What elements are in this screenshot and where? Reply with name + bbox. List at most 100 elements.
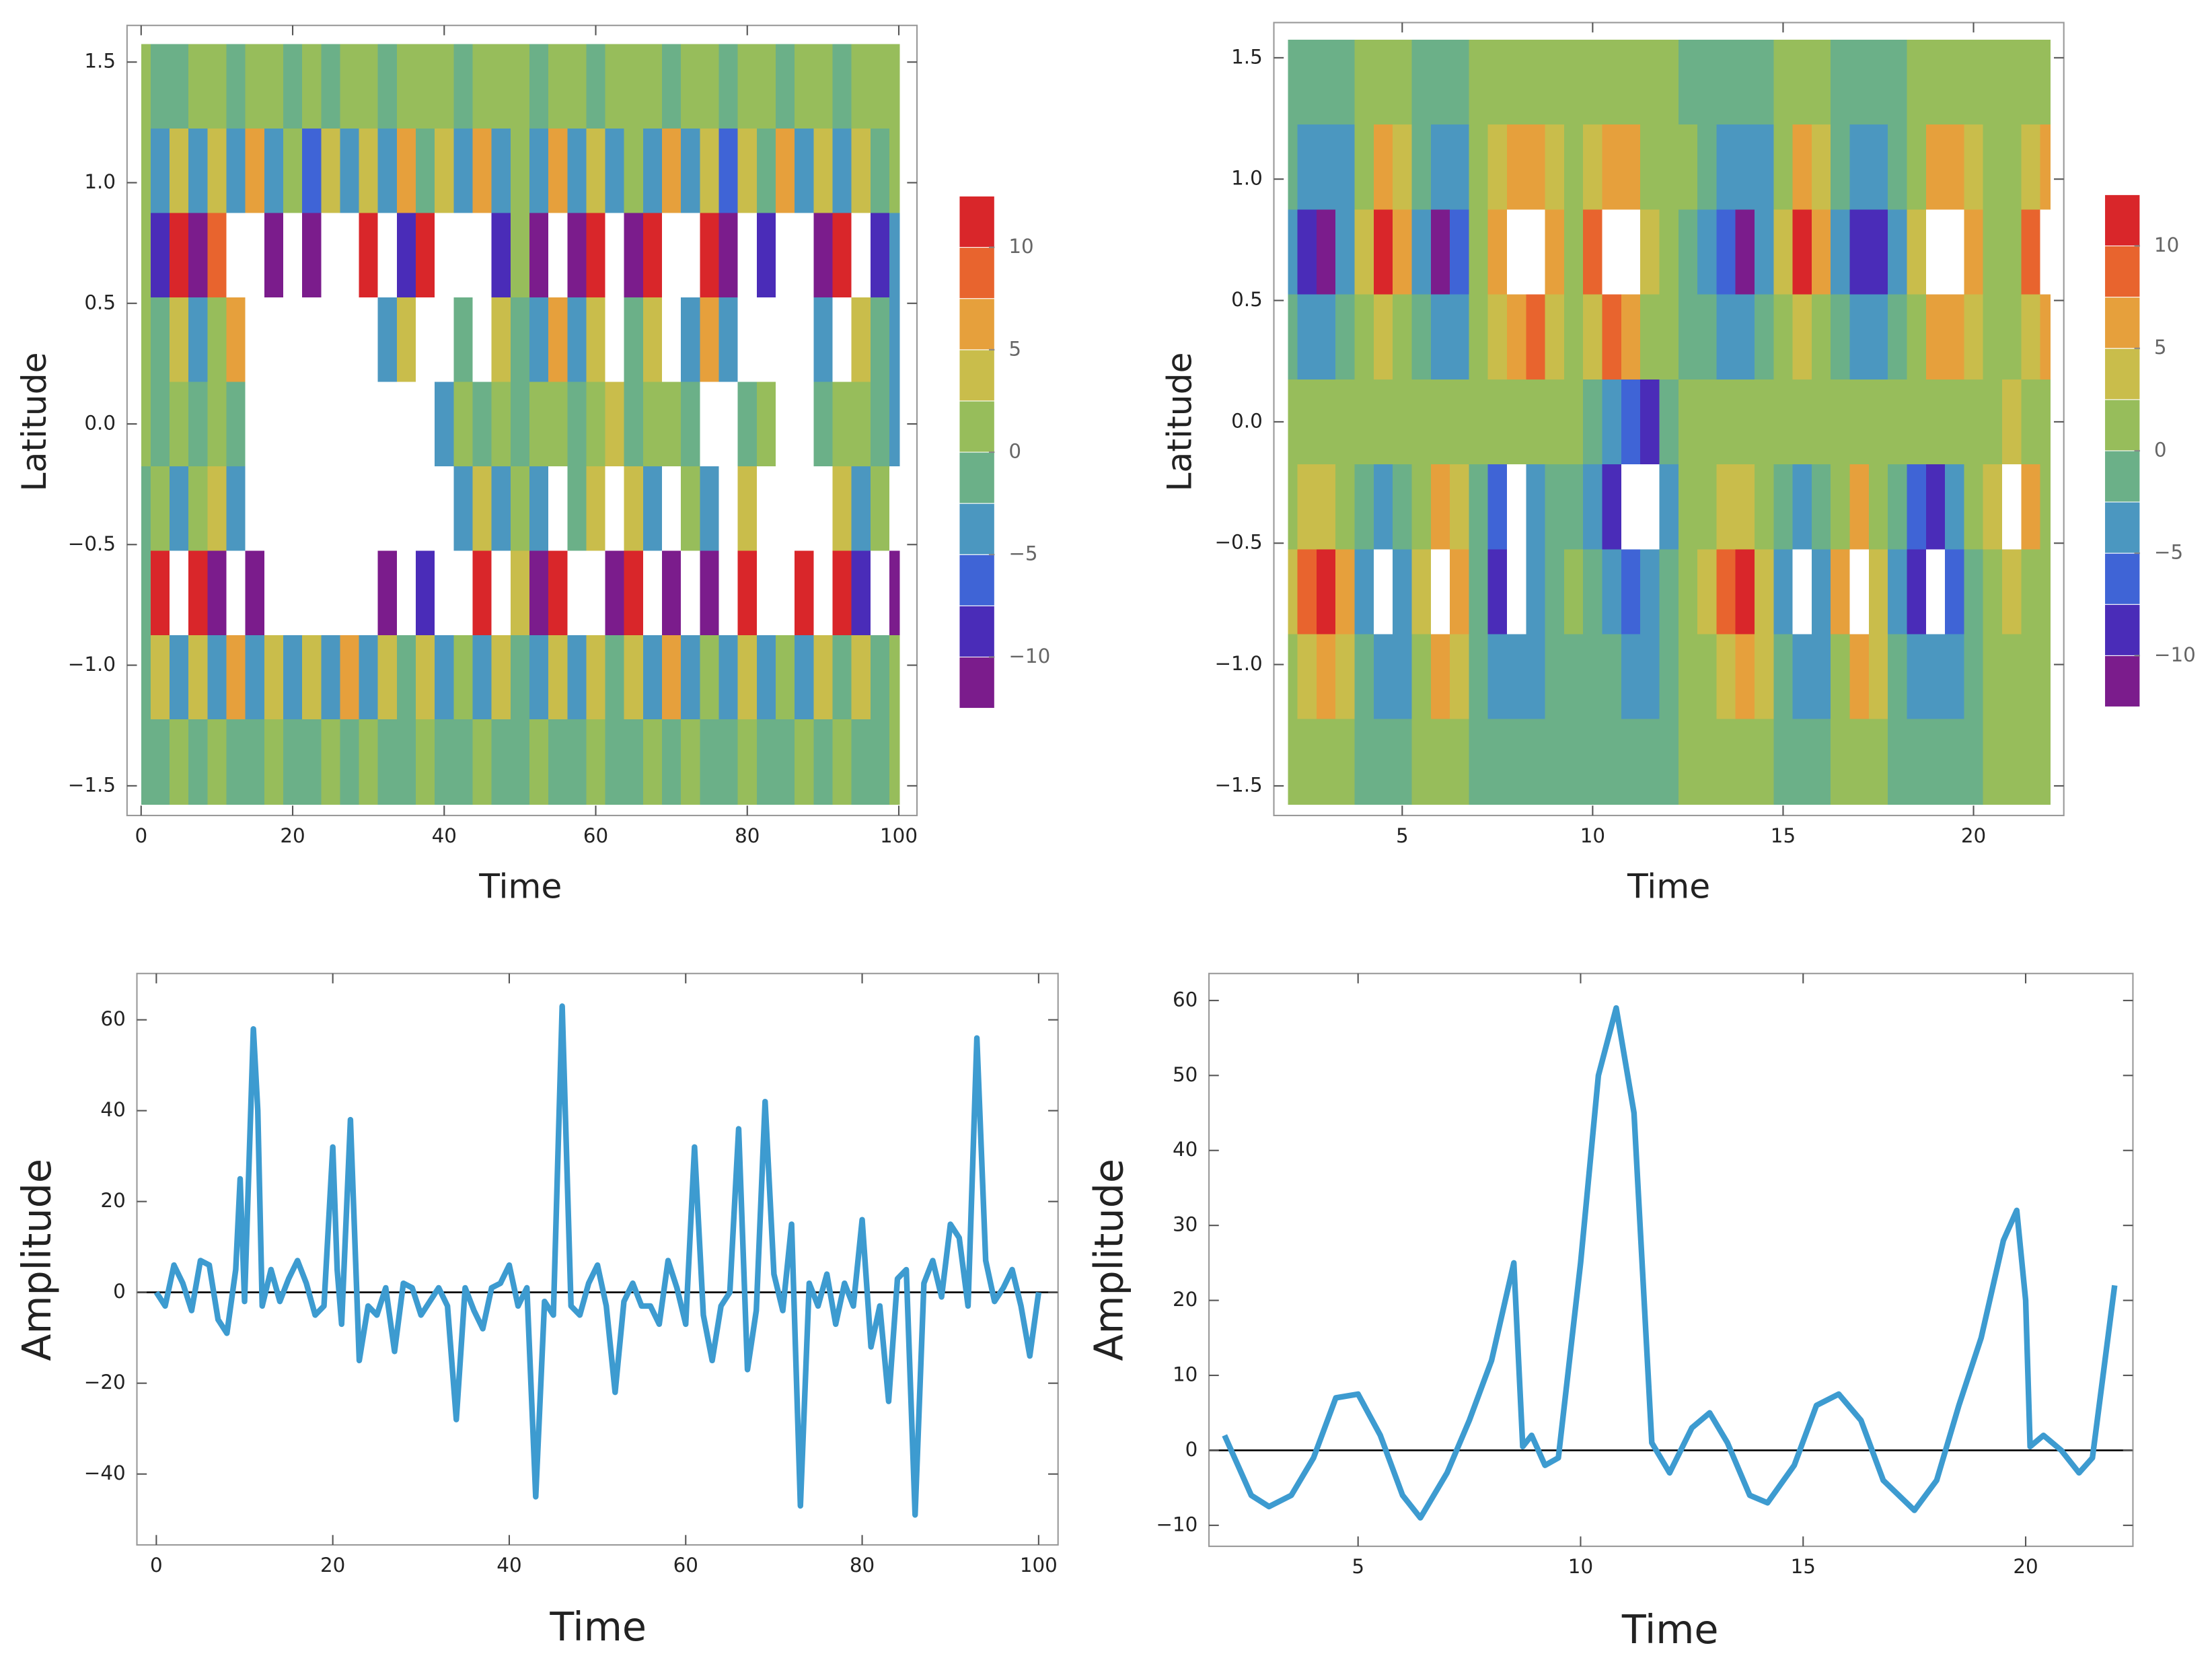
contour-cell bbox=[737, 719, 758, 805]
contour-cell bbox=[1659, 719, 1680, 805]
contour-cell bbox=[150, 213, 171, 299]
contour-cell bbox=[1888, 634, 1908, 720]
contour-cell bbox=[1602, 124, 1623, 211]
colorbar-swatch bbox=[2104, 604, 2141, 656]
contour-cell bbox=[1945, 39, 1965, 126]
contour-cell bbox=[170, 719, 190, 805]
contour-cell bbox=[188, 213, 209, 299]
contour-cell bbox=[1735, 209, 1756, 295]
contour-cell bbox=[605, 466, 626, 552]
y-tick-label: 40 bbox=[1173, 1138, 1197, 1161]
contour-cell bbox=[681, 213, 701, 299]
contour-cell bbox=[1868, 634, 1889, 720]
contour-cell bbox=[1925, 39, 1946, 126]
contour-cell bbox=[377, 719, 398, 805]
contour-cell bbox=[340, 128, 360, 214]
contour-cell bbox=[756, 719, 777, 805]
contour-cell bbox=[586, 550, 606, 637]
contour-cell bbox=[510, 128, 531, 214]
contour-cell bbox=[586, 635, 606, 721]
contour-cell bbox=[1288, 39, 1298, 126]
contour-cell bbox=[207, 44, 227, 130]
contour-cell bbox=[1335, 209, 1356, 295]
contour-cell bbox=[1487, 124, 1508, 211]
contour-cell bbox=[1640, 379, 1660, 466]
contour-cell bbox=[605, 719, 626, 805]
contour-cell bbox=[302, 382, 322, 468]
contour-cell bbox=[1983, 209, 2003, 295]
colorbar-tick-label: 5 bbox=[1008, 337, 1021, 360]
contour-cell bbox=[813, 550, 834, 637]
contour-cell bbox=[150, 128, 171, 214]
contour-cell bbox=[567, 382, 587, 468]
contour-cell bbox=[642, 719, 663, 805]
contour-cell bbox=[1716, 464, 1736, 550]
contour-cell bbox=[1506, 379, 1527, 466]
contour-cell bbox=[851, 44, 872, 130]
contour-cell bbox=[302, 213, 322, 299]
contour-cell bbox=[396, 719, 417, 805]
contour-cell bbox=[1373, 209, 1394, 295]
contour-cell bbox=[1393, 294, 1413, 381]
y-tick-label: −0.5 bbox=[1214, 531, 1262, 554]
contour-cell bbox=[851, 635, 872, 721]
contour-cell bbox=[283, 550, 303, 637]
contour-cell bbox=[1716, 379, 1736, 466]
contour-cell bbox=[548, 44, 568, 130]
contour-cell bbox=[1602, 294, 1623, 381]
contour-cell bbox=[1288, 719, 1298, 805]
contour-cell bbox=[1831, 124, 1851, 211]
contour-cell bbox=[1925, 719, 1946, 805]
colorbar-tick-label: 5 bbox=[2154, 336, 2167, 359]
contour-cell bbox=[1621, 209, 1642, 295]
contour-cell bbox=[150, 635, 171, 721]
contour-cell bbox=[737, 128, 758, 214]
y-axis-label: Latitude bbox=[14, 352, 54, 491]
contour-cell bbox=[737, 466, 758, 552]
contour-cell bbox=[1678, 124, 1699, 211]
contour-cell bbox=[567, 213, 587, 299]
contour-cell bbox=[1697, 209, 1718, 295]
contour-cell bbox=[1602, 719, 1623, 805]
contour-cell bbox=[567, 635, 587, 721]
contour-cell bbox=[813, 297, 834, 383]
contour-cell bbox=[1288, 209, 1298, 295]
contour-cell bbox=[1888, 124, 1908, 211]
contour-cell bbox=[605, 213, 626, 299]
contour-cell bbox=[1831, 294, 1851, 381]
contour-cell bbox=[1545, 294, 1565, 381]
contour-cell bbox=[283, 466, 303, 552]
contour-cell bbox=[1563, 124, 1584, 211]
contour-cell bbox=[1411, 464, 1432, 550]
contour-cell bbox=[586, 44, 606, 130]
plot-frame bbox=[1273, 22, 2065, 816]
contour-cell bbox=[662, 719, 682, 805]
contour-cell bbox=[1888, 719, 1908, 805]
y-tick-label: 0 bbox=[1185, 1438, 1198, 1461]
contour-cell bbox=[2021, 294, 2041, 381]
contour-cell bbox=[435, 550, 455, 637]
contour-cell bbox=[1335, 39, 1356, 126]
contour-cell bbox=[889, 297, 900, 383]
contour-cell bbox=[1526, 464, 1546, 550]
contour-cell bbox=[586, 213, 606, 299]
contour-cell bbox=[302, 297, 322, 383]
contour-cell bbox=[1583, 124, 1603, 211]
contour-cell bbox=[1773, 464, 1794, 550]
contour-cell bbox=[141, 635, 152, 721]
contour-cell bbox=[1907, 464, 1927, 550]
x-tick-label: 60 bbox=[673, 1554, 698, 1577]
x-tick-label: 10 bbox=[1580, 824, 1605, 847]
contour-cell bbox=[1964, 294, 1984, 381]
y-tick-label: 30 bbox=[1173, 1213, 1197, 1236]
contour-cell bbox=[718, 466, 739, 552]
contour-cell bbox=[1925, 294, 1946, 381]
contour-cell bbox=[1716, 634, 1736, 720]
contour-cell bbox=[718, 213, 739, 299]
contour-cell bbox=[302, 550, 322, 637]
contour-cell bbox=[1487, 39, 1508, 126]
contour-cell bbox=[1450, 719, 1470, 805]
contour-cell bbox=[416, 128, 436, 214]
contour-cell bbox=[302, 466, 322, 552]
contour-cell bbox=[396, 466, 417, 552]
